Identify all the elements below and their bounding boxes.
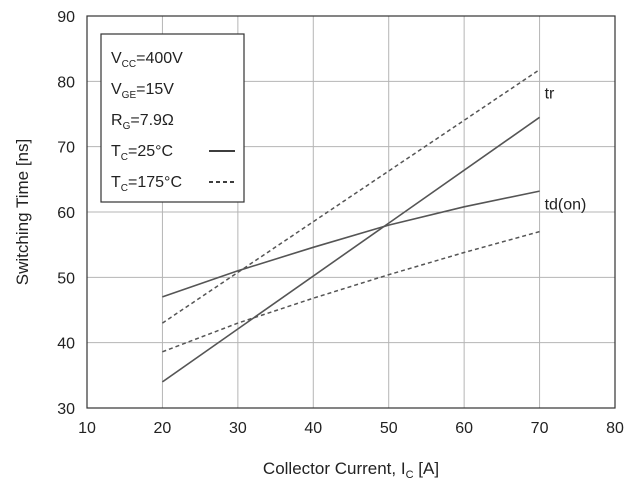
x-tick-label: 20	[154, 420, 172, 437]
y-tick-label: 30	[57, 401, 75, 418]
x-tick-label: 50	[380, 420, 398, 437]
y-tick-label: 50	[57, 270, 75, 287]
x-tick-label: 80	[606, 420, 624, 437]
y-tick-label: 40	[57, 336, 75, 353]
plot-area	[86, 15, 616, 409]
legend-entry: VCC=400V	[111, 50, 183, 70]
series-lines	[161, 68, 541, 383]
legend-entry: RG=7.9Ω	[111, 112, 174, 132]
legend-entry: TC=25°C	[111, 143, 173, 163]
y-tick-label: 60	[57, 205, 75, 222]
td-on-175c-line	[162, 230, 540, 353]
y-tick-label: 90	[57, 9, 75, 26]
y-tick-label: 80	[57, 74, 75, 91]
x-tick-label: 60	[455, 420, 473, 437]
grid	[86, 15, 616, 409]
tr-175c-line	[161, 68, 541, 324]
axis-ticks: 10 20 30 40 50 60 70 80 30 40 50 60 70 80 90	[57, 9, 624, 437]
tr-25c-line	[161, 116, 541, 383]
td-on-25c-line	[162, 190, 540, 298]
series-labels: tr td(on)	[545, 85, 587, 213]
y-tick-label: 70	[57, 140, 75, 157]
legend-entry: VGE=15V	[111, 81, 174, 101]
legend-entry: TC=175°C	[111, 174, 182, 194]
x-axis-label: Collector Current, IC [A]	[263, 459, 439, 481]
legend-box	[100, 33, 245, 203]
x-tick-label: 10	[78, 420, 96, 437]
series-label: td(on)	[545, 196, 587, 213]
series-label: tr	[545, 85, 555, 102]
x-tick-label: 30	[229, 420, 247, 437]
y-axis-label: Switching Time [ns]	[13, 139, 32, 285]
x-tick-label: 70	[531, 420, 549, 437]
legend: VCC=400V VGE=15V RG=7.9Ω TC=25°C TC=175°C	[100, 33, 245, 203]
x-tick-label: 40	[304, 420, 322, 437]
